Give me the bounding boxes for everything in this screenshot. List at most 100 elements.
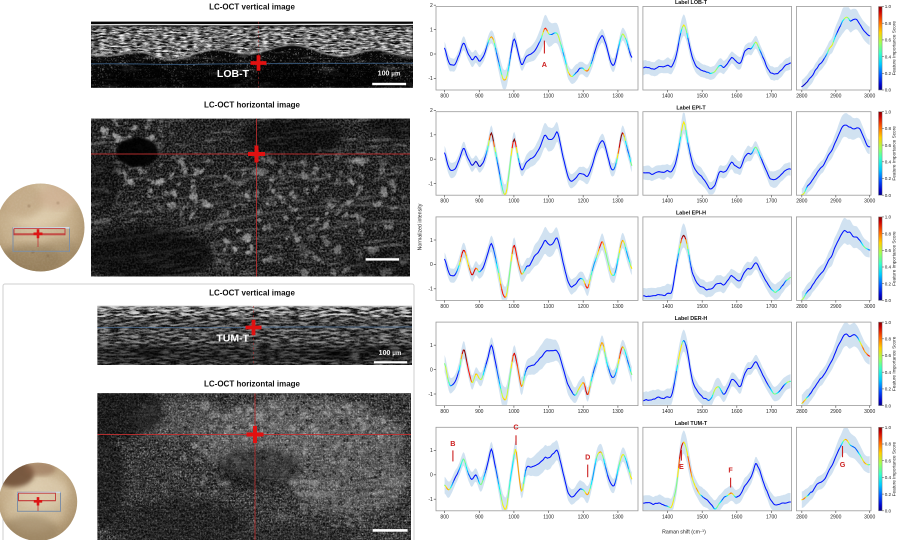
svg-text:0.8: 0.8 bbox=[885, 442, 892, 447]
svg-text:800: 800 bbox=[440, 514, 449, 520]
svg-text:A: A bbox=[542, 60, 547, 69]
svg-text:1000: 1000 bbox=[508, 409, 519, 415]
svg-text:D: D bbox=[585, 452, 590, 461]
svg-text:1.0: 1.0 bbox=[885, 320, 892, 325]
svg-text:2900: 2900 bbox=[830, 409, 841, 415]
svg-text:3000: 3000 bbox=[864, 304, 875, 310]
svg-text:1200: 1200 bbox=[578, 409, 589, 415]
svg-text:Feature Importance Score: Feature Importance Score bbox=[892, 231, 897, 286]
svg-text:1: 1 bbox=[430, 343, 433, 349]
svg-text:1200: 1200 bbox=[578, 304, 589, 310]
svg-text:900: 900 bbox=[475, 409, 484, 415]
svg-text:0.0: 0.0 bbox=[885, 193, 892, 198]
svg-text:1600: 1600 bbox=[731, 94, 742, 100]
svg-text:900: 900 bbox=[475, 304, 484, 310]
svg-text:1600: 1600 bbox=[731, 514, 742, 520]
svg-text:Feature Importance Score: Feature Importance Score bbox=[892, 126, 897, 181]
svg-text:1: 1 bbox=[430, 238, 433, 244]
svg-text:Feature Importance Score: Feature Importance Score bbox=[892, 441, 897, 496]
svg-text:1000: 1000 bbox=[508, 199, 519, 205]
svg-text:0.0: 0.0 bbox=[885, 88, 892, 93]
svg-text:1: 1 bbox=[430, 133, 433, 139]
svg-text:1000: 1000 bbox=[508, 94, 519, 100]
svg-text:0: 0 bbox=[430, 157, 433, 163]
svg-text:2900: 2900 bbox=[830, 304, 841, 310]
svg-text:E: E bbox=[679, 462, 684, 471]
svg-text:0.2: 0.2 bbox=[885, 387, 892, 392]
svg-text:1000: 1000 bbox=[508, 304, 519, 310]
svg-text:900: 900 bbox=[475, 199, 484, 205]
svg-text:1300: 1300 bbox=[612, 94, 623, 100]
svg-text:0.6: 0.6 bbox=[885, 143, 892, 148]
svg-text:LC-OCT horizontal image: LC-OCT horizontal image bbox=[204, 380, 301, 389]
svg-text:1: 1 bbox=[430, 448, 433, 454]
svg-text:1500: 1500 bbox=[697, 409, 708, 415]
svg-text:-1: -1 bbox=[428, 392, 433, 398]
svg-text:0.4: 0.4 bbox=[885, 370, 892, 375]
svg-text:0.6: 0.6 bbox=[885, 353, 892, 358]
svg-text:1500: 1500 bbox=[697, 94, 708, 100]
svg-text:-1: -1 bbox=[428, 287, 433, 293]
svg-text:Label EPI-T: Label EPI-T bbox=[676, 105, 706, 111]
svg-text:900: 900 bbox=[475, 514, 484, 520]
svg-text:1300: 1300 bbox=[612, 199, 623, 205]
svg-text:0.2: 0.2 bbox=[885, 176, 892, 181]
svg-text:900: 900 bbox=[475, 94, 484, 100]
svg-text:0: 0 bbox=[430, 367, 433, 373]
svg-text:Feature Importance Score: Feature Importance Score bbox=[892, 336, 897, 391]
svg-text:2800: 2800 bbox=[796, 409, 807, 415]
svg-text:1200: 1200 bbox=[578, 514, 589, 520]
svg-text:2800: 2800 bbox=[796, 199, 807, 205]
svg-text:1600: 1600 bbox=[731, 304, 742, 310]
svg-text:0.6: 0.6 bbox=[885, 248, 892, 253]
svg-text:2800: 2800 bbox=[796, 304, 807, 310]
svg-text:0.8: 0.8 bbox=[885, 337, 892, 342]
svg-text:0.8: 0.8 bbox=[885, 126, 892, 131]
svg-text:2800: 2800 bbox=[796, 94, 807, 100]
svg-text:1200: 1200 bbox=[578, 94, 589, 100]
svg-text:LOB-T: LOB-T bbox=[217, 68, 250, 80]
svg-text:1700: 1700 bbox=[766, 199, 777, 205]
svg-text:B: B bbox=[450, 439, 455, 448]
svg-text:100 μm: 100 μm bbox=[379, 350, 402, 357]
svg-text:1600: 1600 bbox=[731, 199, 742, 205]
svg-text:3000: 3000 bbox=[864, 94, 875, 100]
svg-text:LC-OCT vertical image: LC-OCT vertical image bbox=[209, 289, 295, 298]
svg-text:3000: 3000 bbox=[864, 409, 875, 415]
svg-text:0.4: 0.4 bbox=[885, 265, 892, 270]
svg-text:2800: 2800 bbox=[796, 514, 807, 520]
svg-text:0.4: 0.4 bbox=[885, 475, 892, 480]
svg-text:800: 800 bbox=[440, 199, 449, 205]
svg-text:1500: 1500 bbox=[697, 514, 708, 520]
svg-text:2: 2 bbox=[430, 3, 433, 9]
svg-text:1700: 1700 bbox=[766, 514, 777, 520]
svg-text:0.4: 0.4 bbox=[885, 54, 892, 59]
svg-text:1700: 1700 bbox=[766, 304, 777, 310]
svg-text:0.8: 0.8 bbox=[885, 231, 892, 236]
svg-text:0: 0 bbox=[430, 52, 433, 58]
svg-text:0.0: 0.0 bbox=[885, 298, 892, 303]
svg-text:C: C bbox=[513, 422, 518, 431]
svg-text:0.2: 0.2 bbox=[885, 71, 892, 76]
svg-text:1600: 1600 bbox=[731, 409, 742, 415]
svg-text:Raman shift (cm–1): Raman shift (cm–1) bbox=[662, 529, 706, 536]
svg-text:1400: 1400 bbox=[662, 514, 673, 520]
svg-text:1700: 1700 bbox=[766, 409, 777, 415]
svg-text:Label LOB-T: Label LOB-T bbox=[675, 0, 708, 6]
svg-text:1100: 1100 bbox=[543, 514, 554, 520]
svg-text:1400: 1400 bbox=[662, 199, 673, 205]
svg-text:1100: 1100 bbox=[543, 304, 554, 310]
svg-text:1400: 1400 bbox=[662, 409, 673, 415]
svg-text:Normalized intensity: Normalized intensity bbox=[418, 203, 424, 250]
svg-text:1.0: 1.0 bbox=[885, 4, 892, 9]
svg-text:0.6: 0.6 bbox=[885, 458, 892, 463]
svg-text:2900: 2900 bbox=[830, 94, 841, 100]
svg-text:1400: 1400 bbox=[662, 94, 673, 100]
svg-text:1500: 1500 bbox=[697, 304, 708, 310]
svg-text:0.8: 0.8 bbox=[885, 21, 892, 26]
svg-text:0.6: 0.6 bbox=[885, 38, 892, 43]
svg-text:1400: 1400 bbox=[662, 304, 673, 310]
svg-text:2900: 2900 bbox=[830, 514, 841, 520]
svg-text:1300: 1300 bbox=[612, 514, 623, 520]
svg-text:0.0: 0.0 bbox=[885, 403, 892, 408]
